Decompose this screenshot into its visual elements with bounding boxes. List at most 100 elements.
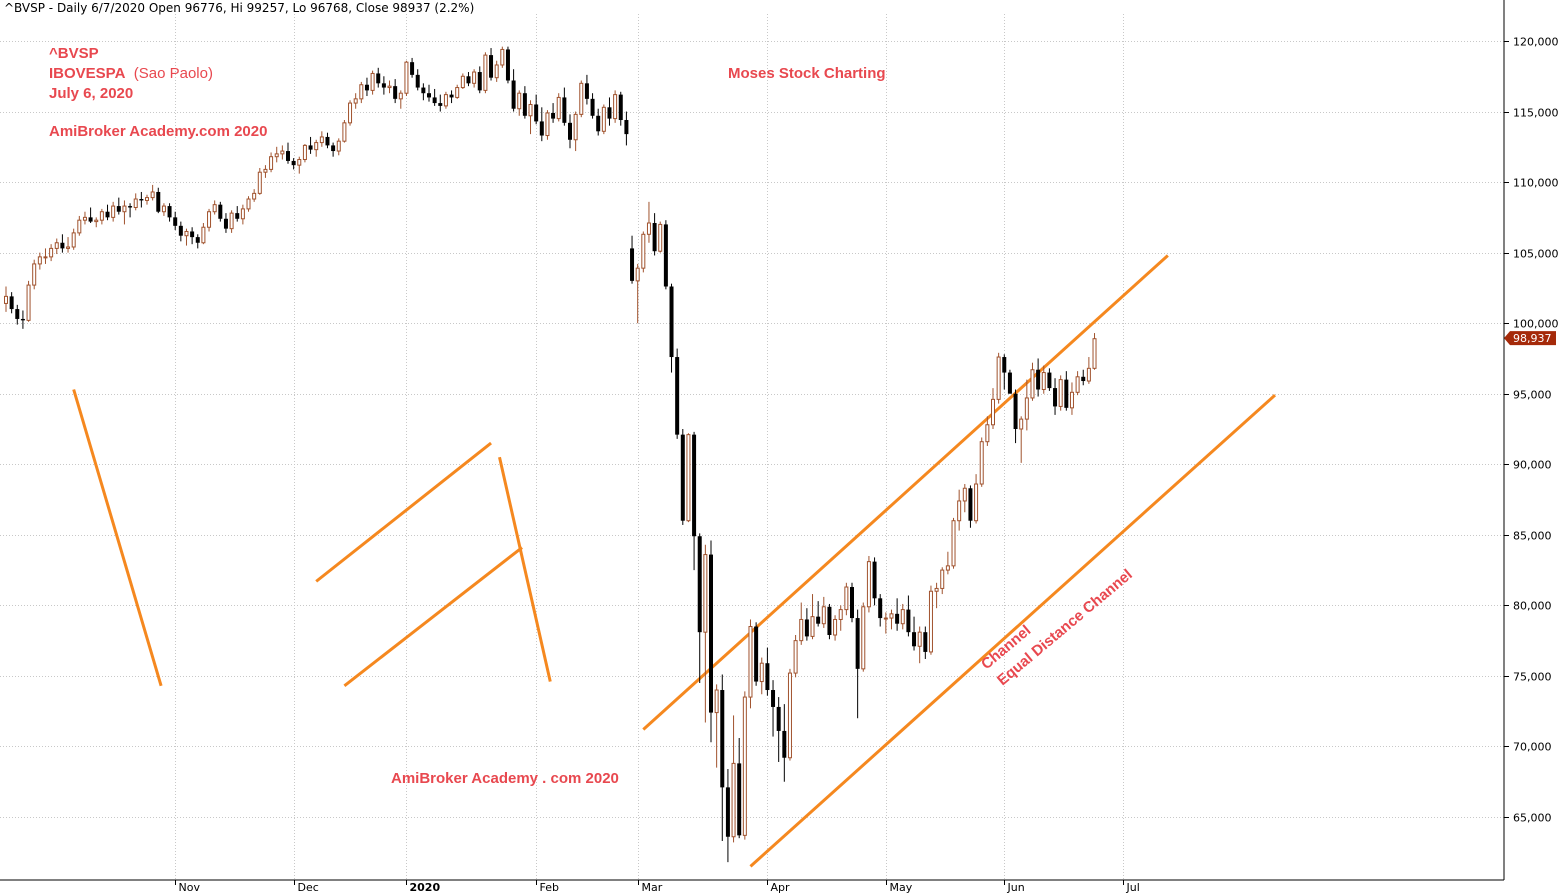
candle-body xyxy=(218,204,223,219)
candle-body xyxy=(235,213,240,219)
candle xyxy=(443,91,448,109)
candle-body xyxy=(991,398,995,426)
candle-body xyxy=(714,689,719,714)
candle-body xyxy=(145,197,149,201)
y-tick-label: 105,000 xyxy=(1513,248,1559,261)
candle xyxy=(483,52,488,94)
candle xyxy=(1058,375,1063,411)
candle-body xyxy=(680,434,685,521)
candle xyxy=(455,84,460,99)
candle xyxy=(804,608,809,641)
candle-body xyxy=(663,224,668,287)
candle-body xyxy=(974,483,979,522)
candle-body xyxy=(1007,372,1012,394)
candle xyxy=(128,203,133,218)
candle-body xyxy=(771,690,776,707)
candle xyxy=(1019,416,1024,463)
candle-body xyxy=(1053,388,1058,407)
candle xyxy=(15,304,20,325)
candle xyxy=(229,210,234,233)
candle-body xyxy=(387,85,392,89)
candle xyxy=(675,348,680,439)
candle-body xyxy=(122,205,127,213)
y-tick-label: 95,000 xyxy=(1513,389,1552,402)
candle-body xyxy=(342,122,347,142)
candle xyxy=(195,234,200,249)
candle-body xyxy=(505,49,510,81)
candle-body xyxy=(979,441,984,485)
candle xyxy=(246,196,251,212)
candle xyxy=(376,67,381,88)
y-tick-label: 85,000 xyxy=(1513,530,1552,543)
candle xyxy=(686,433,691,523)
candle xyxy=(99,208,104,225)
candle-body xyxy=(968,488,973,521)
candle xyxy=(545,110,550,140)
candle xyxy=(235,206,240,222)
candle xyxy=(94,217,99,228)
candle xyxy=(1041,365,1046,394)
candle-body xyxy=(534,104,539,122)
candle-body xyxy=(844,586,849,611)
candle xyxy=(878,594,883,627)
candle xyxy=(26,280,31,322)
candle-body xyxy=(528,103,533,117)
y-tick-label: 75,000 xyxy=(1513,671,1552,684)
y-tick-label: 70,000 xyxy=(1513,741,1552,754)
candle-body xyxy=(26,284,31,321)
candle xyxy=(709,540,713,743)
candle-body xyxy=(37,256,42,265)
candle-body xyxy=(99,211,104,221)
candle-body xyxy=(184,230,189,237)
candle xyxy=(54,238,59,255)
candle-body xyxy=(404,61,409,94)
candle-body xyxy=(308,145,313,150)
candle xyxy=(404,60,409,97)
candle xyxy=(150,184,155,201)
candle xyxy=(912,616,917,651)
candle xyxy=(438,94,443,112)
candle-body xyxy=(252,192,257,200)
candle-body xyxy=(15,309,20,319)
candle-body xyxy=(1024,397,1029,420)
candle xyxy=(692,431,697,571)
candle-body xyxy=(669,286,674,358)
candle-body xyxy=(539,121,544,136)
candle-body xyxy=(370,72,375,91)
index-city: (Sao Paolo) xyxy=(133,65,213,82)
candle-body xyxy=(641,233,646,269)
candle xyxy=(624,111,629,146)
candle xyxy=(1024,379,1029,431)
y-tick-label: 120,000 xyxy=(1513,36,1559,49)
candle-body xyxy=(398,92,403,100)
candle-body xyxy=(336,140,341,152)
candle-body xyxy=(895,613,900,624)
candle xyxy=(348,100,353,126)
candle xyxy=(240,204,245,225)
candle xyxy=(359,81,364,104)
candle-body xyxy=(111,205,116,218)
candle xyxy=(872,557,877,606)
candle xyxy=(652,213,657,256)
candle-body xyxy=(601,106,606,132)
candle-body xyxy=(291,160,296,166)
candle-body xyxy=(393,86,398,99)
candle xyxy=(308,136,313,154)
candle-body xyxy=(1019,418,1024,430)
candle xyxy=(381,76,386,95)
candle-body xyxy=(912,632,917,647)
candle xyxy=(551,103,556,123)
candle xyxy=(787,668,792,761)
candle-body xyxy=(9,296,14,310)
candle-body xyxy=(923,632,928,652)
candle-body xyxy=(314,142,319,151)
candle xyxy=(607,97,612,126)
candle-body xyxy=(438,103,443,106)
candle-body xyxy=(906,609,911,633)
y-tick-label: 90,000 xyxy=(1513,459,1552,472)
candle xyxy=(1064,371,1069,411)
candle xyxy=(658,221,663,253)
candle-body xyxy=(432,97,437,104)
candle-body xyxy=(1086,367,1091,382)
